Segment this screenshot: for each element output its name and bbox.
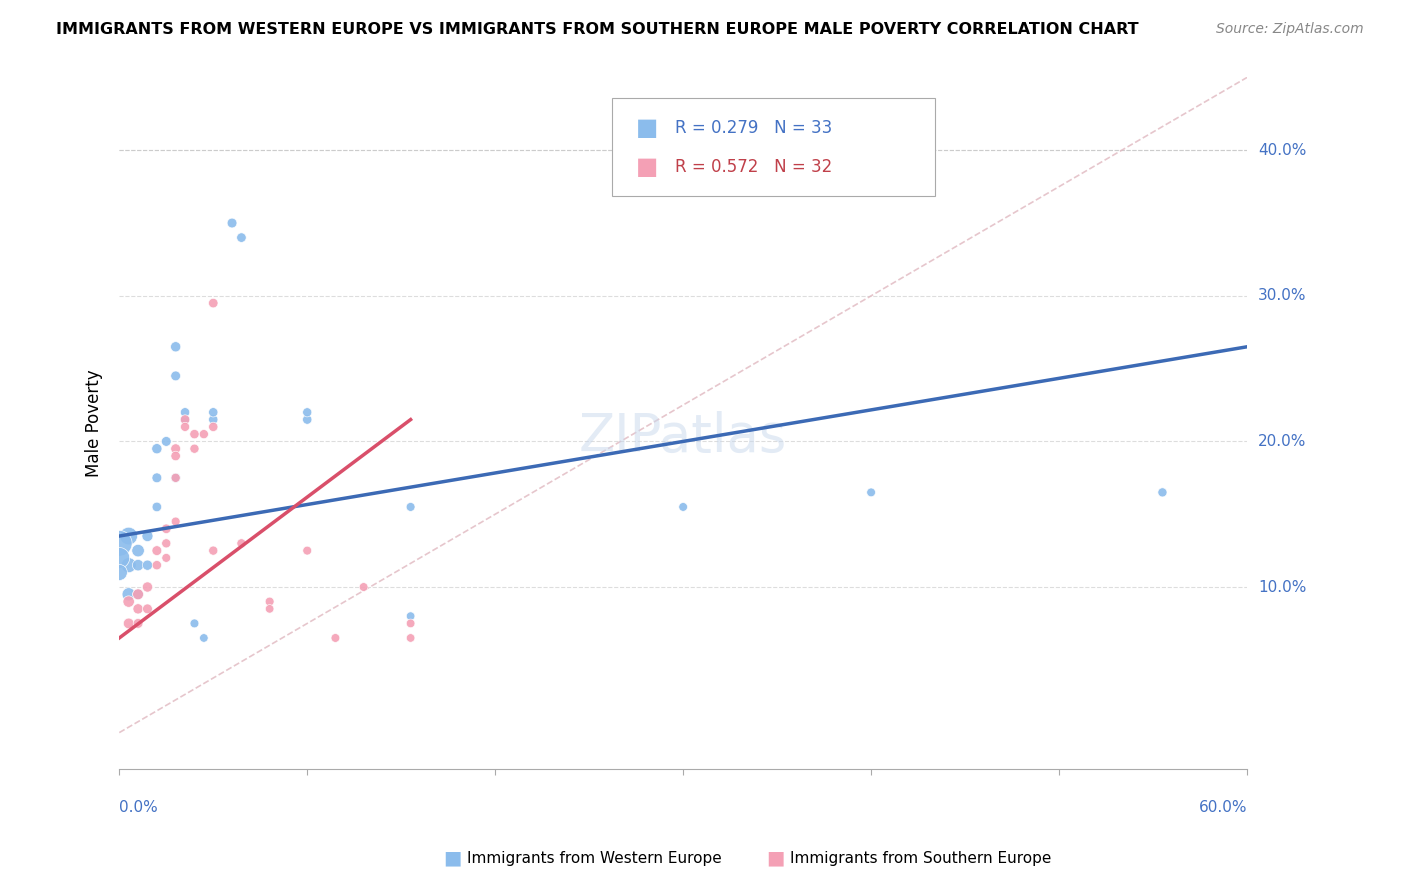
Point — [127, 558, 149, 573]
Point — [399, 631, 422, 645]
Point — [202, 412, 225, 426]
Point — [297, 543, 319, 558]
Point — [118, 616, 141, 631]
Text: 10.0%: 10.0% — [1258, 580, 1306, 594]
Point — [136, 602, 159, 616]
Text: Source: ZipAtlas.com: Source: ZipAtlas.com — [1216, 22, 1364, 37]
Point — [165, 471, 187, 485]
Point — [127, 616, 149, 631]
Point — [353, 580, 375, 594]
Point — [183, 427, 205, 442]
Point — [231, 536, 253, 550]
Point — [146, 558, 169, 573]
Text: 40.0%: 40.0% — [1258, 143, 1306, 158]
Point — [127, 602, 149, 616]
Point — [127, 587, 149, 601]
Point — [165, 442, 187, 456]
Text: 20.0%: 20.0% — [1258, 434, 1306, 449]
Point — [155, 536, 177, 550]
Point — [108, 536, 131, 550]
Text: ■: ■ — [636, 155, 658, 178]
Point — [108, 566, 131, 580]
Point — [399, 616, 422, 631]
Point — [183, 442, 205, 456]
Point — [193, 427, 215, 442]
Point — [202, 296, 225, 310]
Point — [108, 550, 131, 565]
Text: ZIPatlas: ZIPatlas — [579, 411, 787, 463]
Text: Immigrants from Southern Europe: Immigrants from Southern Europe — [790, 851, 1052, 865]
Text: IMMIGRANTS FROM WESTERN EUROPE VS IMMIGRANTS FROM SOUTHERN EUROPE MALE POVERTY C: IMMIGRANTS FROM WESTERN EUROPE VS IMMIGR… — [56, 22, 1139, 37]
Y-axis label: Male Poverty: Male Poverty — [86, 369, 103, 477]
Point — [155, 434, 177, 449]
Point — [399, 609, 422, 624]
Point — [165, 515, 187, 529]
Point — [155, 550, 177, 565]
Text: 30.0%: 30.0% — [1258, 288, 1306, 303]
Text: 0.0%: 0.0% — [120, 799, 157, 814]
Text: R = 0.279   N = 33: R = 0.279 N = 33 — [675, 119, 832, 136]
Point — [165, 368, 187, 383]
Point — [155, 522, 177, 536]
Point — [118, 558, 141, 573]
Point — [146, 543, 169, 558]
Text: R = 0.572   N = 32: R = 0.572 N = 32 — [675, 158, 832, 176]
Point — [231, 230, 253, 244]
Point — [118, 587, 141, 601]
Point — [399, 500, 422, 514]
Point — [259, 602, 281, 616]
Text: 60.0%: 60.0% — [1198, 799, 1247, 814]
Point — [174, 412, 197, 426]
Point — [193, 631, 215, 645]
Point — [860, 485, 883, 500]
Point — [297, 405, 319, 419]
Point — [183, 616, 205, 631]
Point — [672, 500, 695, 514]
Point — [118, 529, 141, 543]
Point — [1152, 485, 1174, 500]
Point — [165, 340, 187, 354]
Point — [118, 594, 141, 608]
Text: ■: ■ — [636, 116, 658, 139]
Point — [127, 543, 149, 558]
Point — [174, 412, 197, 426]
Text: ■: ■ — [766, 848, 785, 868]
Point — [146, 442, 169, 456]
Point — [165, 471, 187, 485]
Text: Immigrants from Western Europe: Immigrants from Western Europe — [467, 851, 721, 865]
Point — [136, 558, 159, 573]
Point — [202, 420, 225, 434]
Point — [202, 543, 225, 558]
Point — [221, 216, 243, 230]
Point — [146, 471, 169, 485]
Point — [297, 412, 319, 426]
Point — [127, 587, 149, 601]
Point — [325, 631, 347, 645]
Point — [174, 405, 197, 419]
Point — [136, 529, 159, 543]
Point — [136, 580, 159, 594]
Point — [202, 405, 225, 419]
Point — [165, 449, 187, 463]
Point — [174, 420, 197, 434]
Point — [146, 500, 169, 514]
Text: ■: ■ — [443, 848, 461, 868]
Point — [259, 594, 281, 608]
